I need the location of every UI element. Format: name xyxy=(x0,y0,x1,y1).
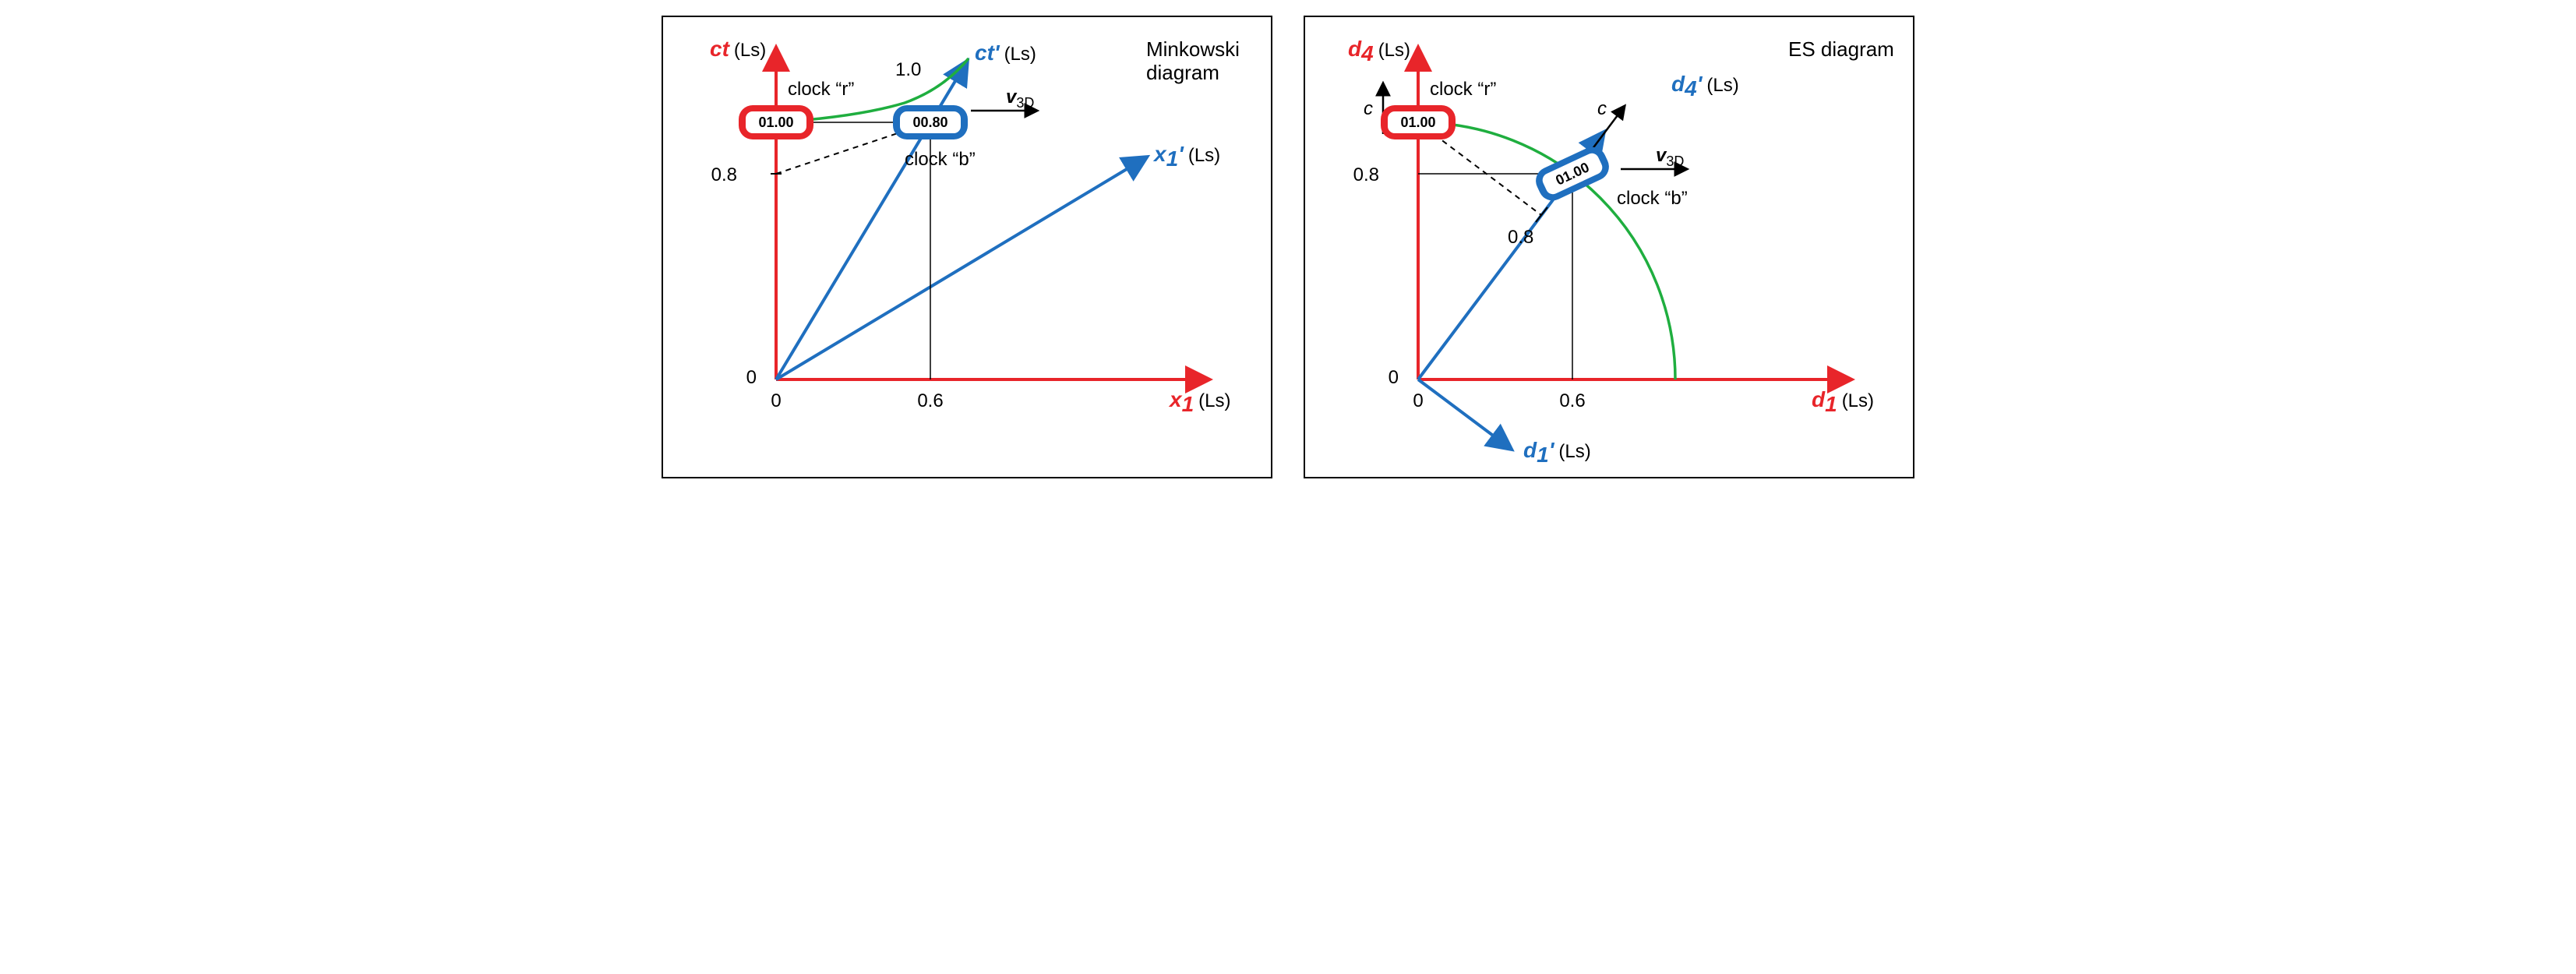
es-panel: ES diagram d4(Ls) d1(Ls) d4'(Ls) d1'(Ls)… xyxy=(1304,16,1914,478)
d4prime-0p8: 0.8 xyxy=(1508,227,1533,248)
ytick-0: 0 xyxy=(1389,367,1399,388)
panel-title: Minkowski xyxy=(1146,37,1240,61)
panel-title: ES diagram xyxy=(1788,37,1894,61)
x1-axis-label: x1(Ls) xyxy=(1168,387,1231,416)
d1prime-axis-label: d1'(Ls) xyxy=(1523,438,1591,467)
es-svg: ES diagram d4(Ls) d1(Ls) d4'(Ls) d1'(Ls)… xyxy=(1305,17,1913,477)
v3d-label: v3D xyxy=(1656,145,1684,169)
v3d-label: v3D xyxy=(1006,86,1034,111)
d4prime-axis-label: d4'(Ls) xyxy=(1671,72,1739,101)
clock-r-reading: 01.00 xyxy=(1400,115,1435,130)
ctprime-axis-label: ct'(Ls) xyxy=(975,41,1036,65)
unit-circle-arc xyxy=(1418,122,1675,379)
minkowski-panel: Minkowski diagram ct(Ls) x1(Ls) ct'(Ls) … xyxy=(662,16,1272,478)
xtick-0p6: 0.6 xyxy=(917,390,943,411)
clock-r-label: clock “r” xyxy=(1430,79,1496,100)
x1prime-axis xyxy=(776,157,1146,379)
minkowski-svg: Minkowski diagram ct(Ls) x1(Ls) ct'(Ls) … xyxy=(663,17,1271,477)
clock-b-label: clock “b” xyxy=(905,149,976,170)
clock-r-reading: 01.00 xyxy=(758,115,793,130)
clock-r: 01.00 xyxy=(1381,105,1456,139)
clock-r-label: clock “r” xyxy=(788,79,854,100)
panel-title-2: diagram xyxy=(1146,61,1219,84)
c-label-r: c xyxy=(1364,98,1373,119)
ct-axis-label: ct(Ls) xyxy=(710,37,766,61)
clock-r: 01.00 xyxy=(739,105,813,139)
ytick-0: 0 xyxy=(746,367,757,388)
d4-axis-label: d4(Ls) xyxy=(1348,37,1410,65)
ytick-0p8: 0.8 xyxy=(1353,164,1379,185)
xtick-0: 0 xyxy=(771,390,781,411)
clock-b-label: clock “b” xyxy=(1617,188,1688,209)
x1prime-axis-label: x1'(Ls) xyxy=(1152,142,1220,171)
ytick-0p8: 0.8 xyxy=(711,164,737,185)
xtick-0p6: 0.6 xyxy=(1559,390,1585,411)
d1prime-axis xyxy=(1418,379,1511,449)
ctprime-1p0-tick: 1.0 xyxy=(895,59,921,80)
d1-axis-label: d1(Ls) xyxy=(1812,387,1874,416)
c-label-b: c xyxy=(1597,98,1607,119)
clock-b: 00.80 xyxy=(893,105,968,139)
clock-b-reading: 00.80 xyxy=(912,115,947,130)
xtick-0: 0 xyxy=(1413,390,1423,411)
